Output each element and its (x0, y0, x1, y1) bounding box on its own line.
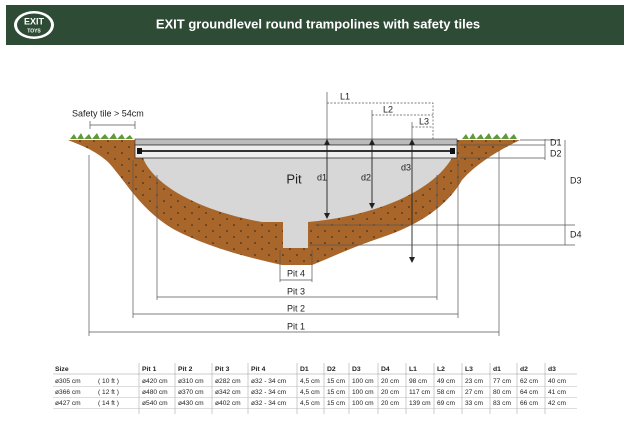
dimension-label: d1 (317, 172, 327, 182)
table-cell: ø540 cm (142, 400, 168, 407)
dimension-label: d3 (401, 162, 411, 172)
table-cell: 15 cm (327, 389, 345, 396)
table-cell: ø32 - 34 cm (251, 400, 287, 407)
table-cell: 4,5 cm (300, 389, 320, 396)
safety-tile-label: Safety tile > 54cm (72, 108, 144, 118)
size-table: Size Pit 1 Pit 2 Pit 3 Pit 4 D1 D2 D3 D4 L1 L2 L3 d1… (53, 363, 577, 414)
dimension-line (88, 150, 500, 336)
table-header: d2 (520, 366, 528, 373)
dimension-label: D2 (550, 148, 562, 158)
grass-left (70, 133, 133, 139)
table-header: d3 (548, 366, 556, 373)
table-cell: 40 cm (548, 378, 566, 385)
dimension-label: Pit 4 (287, 268, 305, 278)
table-cell: 15 cm (327, 378, 345, 385)
dimension-label: D3 (570, 175, 582, 185)
table-cell: 27 cm (465, 389, 483, 396)
depth-line (326, 140, 413, 262)
table-cell: ( 10 ft ) (98, 378, 119, 385)
table-cell: 33 cm (465, 400, 483, 407)
dimension-label: D4 (570, 229, 582, 239)
dimension-line (326, 92, 413, 140)
table-header: d1 (493, 366, 501, 373)
table-header: L3 (465, 366, 473, 373)
header-title: EXIT groundlevel round trampolines with … (156, 16, 480, 31)
table-header: D4 (381, 366, 390, 373)
table-header: Pit 2 (178, 366, 193, 373)
table-cell: 4,5 cm (300, 400, 320, 407)
table-header: Pit 1 (142, 366, 157, 373)
dimension-label: D1 (550, 137, 562, 147)
table-cell: 49 cm (437, 378, 455, 385)
table-header: Pit 4 (251, 366, 266, 373)
table-cell: ø32 - 34 cm (251, 389, 287, 396)
table-cell: 77 cm (493, 378, 511, 385)
table-cell: 62 cm (520, 378, 538, 385)
dimension-label: Pit 2 (287, 303, 305, 313)
table-cell: ø32 - 34 cm (251, 378, 287, 385)
dimension-label: L3 (419, 116, 429, 126)
dimension-label: L1 (340, 91, 350, 101)
table-cell: 20 cm (381, 400, 399, 407)
table-cell: 117 cm (409, 389, 431, 396)
header-band (6, 5, 624, 45)
table-cell: 4,5 cm (300, 378, 320, 385)
table-cell: ø366 cm (55, 389, 81, 396)
table-cell: 139 cm (409, 400, 431, 407)
table-cell: ø420 cm (142, 378, 168, 385)
table-cell: ø480 cm (142, 389, 168, 396)
table-cell: ø370 cm (178, 389, 204, 396)
table-cell: 42 cm (548, 400, 566, 407)
table-header: L2 (437, 366, 445, 373)
table-header: Pit 3 (215, 366, 230, 373)
table-cell: 66 cm (520, 400, 538, 407)
table-cell: 20 cm (381, 389, 399, 396)
pit (143, 158, 452, 248)
table-cell: 15 cm (327, 400, 345, 407)
table-cell: 100 cm (352, 400, 374, 407)
dimension-line (89, 121, 136, 129)
dimension-line (310, 139, 575, 246)
pit-label: Pit (286, 171, 302, 186)
dimension-label: L2 (383, 104, 393, 114)
grass-right (462, 133, 519, 139)
table-cell: 69 cm (437, 400, 455, 407)
table-cell: 100 cm (352, 378, 374, 385)
table-cell: 100 cm (352, 389, 374, 396)
table-cell: 58 cm (437, 389, 455, 396)
table-cell: 64 cm (520, 389, 538, 396)
dimension-label: Pit 1 (287, 321, 305, 331)
jump-mat (134, 138, 458, 146)
logo-inner (17, 13, 51, 37)
table-cell: ø282 cm (215, 378, 241, 385)
table-cell: 83 cm (493, 400, 511, 407)
table-cell: ( 12 ft ) (98, 389, 119, 396)
table-cell: 98 cm (409, 378, 427, 385)
table-header: Size (55, 366, 69, 373)
table-cell: 41 cm (548, 389, 566, 396)
frame-end (450, 148, 455, 154)
table-cell: 23 cm (465, 378, 483, 385)
table-cell: 20 cm (381, 378, 399, 385)
table-cell: ø310 cm (178, 378, 204, 385)
table-cell: ø427 cm (55, 400, 81, 407)
table-header: L1 (409, 366, 417, 373)
table-header: D1 (300, 366, 309, 373)
dimension-line (327, 102, 434, 140)
dimension-label: Pit 3 (287, 286, 305, 296)
logo-text: EXIT (24, 16, 45, 26)
table-cell: ø305 cm (55, 378, 81, 385)
dimension-label: d2 (361, 172, 371, 182)
logo-subtext: TOYS (27, 28, 41, 34)
table-cell: ( 14 ft ) (98, 400, 119, 407)
frame-end (137, 148, 142, 154)
table-header: D3 (352, 366, 361, 373)
table-cell: ø430 cm (178, 400, 204, 407)
table-cell: ø342 cm (215, 389, 241, 396)
table-cell: ø402 cm (215, 400, 241, 407)
table-header: D2 (327, 366, 336, 373)
table-cell: 80 cm (493, 389, 511, 396)
